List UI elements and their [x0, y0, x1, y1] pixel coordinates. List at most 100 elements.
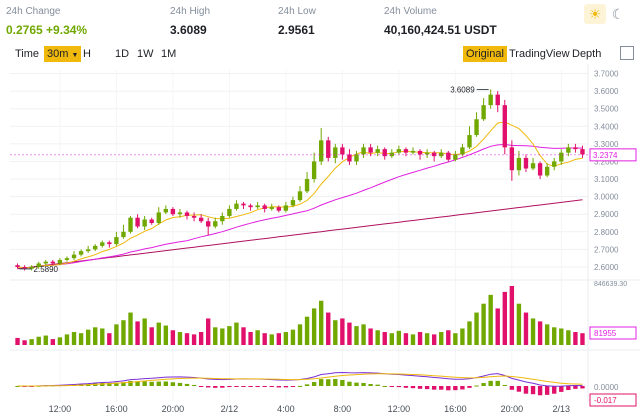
macd-histogram-bar: [403, 386, 409, 388]
macd-histogram-bar: [156, 381, 161, 386]
macd-histogram-bar: [290, 386, 296, 387]
candle-down: [573, 147, 578, 150]
stat-24h-change: 24h Change 0.2765 +9.34%: [6, 6, 87, 37]
macd-histogram-bar: [523, 386, 529, 394]
time-tick-label: 12:00: [388, 404, 411, 414]
macd-histogram-bar: [502, 384, 507, 386]
volume-bar: [424, 333, 430, 345]
macd-histogram-bar: [177, 382, 183, 386]
candle-up: [128, 217, 133, 232]
candle-up: [93, 245, 98, 250]
volume-ma-tag: [589, 326, 637, 340]
macd-histogram-bar: [340, 379, 345, 386]
candle-down: [509, 147, 515, 171]
candle-down: [523, 157, 529, 169]
volume-bar: [170, 330, 176, 345]
volume-bar: [523, 312, 529, 345]
macd-zero-label: 0.0000: [594, 383, 619, 392]
volume-bar: [396, 330, 402, 345]
price-tick-label: 3.7000: [594, 70, 619, 79]
price-tick-label: 3.1000: [594, 175, 619, 184]
macd-histogram-bar: [114, 382, 119, 386]
volume-bar: [184, 333, 190, 345]
macd-histogram-bar: [326, 379, 331, 386]
volume-bar: [198, 332, 204, 345]
view-tradingview[interactable]: TradingView: [509, 48, 570, 60]
volume-bar: [509, 286, 515, 345]
market-stats-bar: 24h Change 0.2765 +9.34% 24h High 3.6089…: [0, 0, 640, 42]
volume-bar: [241, 327, 246, 345]
candlestick-chart-svg[interactable]: 3.7000 3.6000 3.5000 3.4000 3.3000 3.2000 3.10…: [10, 64, 640, 415]
candle-up: [78, 251, 84, 255]
volume-bar: [234, 322, 239, 345]
volume-bar: [354, 326, 359, 345]
candle-up: [439, 152, 444, 157]
stat-label: 24h High: [170, 6, 211, 17]
change-value: 0.2765: [6, 23, 43, 37]
volume-bar: [439, 332, 444, 345]
view-depth[interactable]: Depth: [572, 48, 602, 60]
volume-bar: [248, 332, 253, 345]
candle-down: [191, 215, 197, 218]
macd-histogram-bar: [262, 386, 267, 387]
ma-long-line: [17, 199, 583, 270]
moon-icon[interactable]: ☾: [611, 5, 625, 22]
macd-histogram-bar: [566, 386, 571, 391]
candle-down: [368, 147, 373, 153]
volume-bar: [43, 335, 48, 345]
candle-up: [297, 191, 303, 201]
candle-up: [85, 249, 91, 252]
macd-histogram-bar: [191, 384, 197, 386]
macd-histogram-bar: [375, 384, 380, 386]
interval-1d[interactable]: 1D: [115, 48, 130, 60]
expand-icon[interactable]: [620, 46, 634, 60]
volume-bar: [361, 324, 366, 345]
interval-1w[interactable]: 1W: [137, 48, 154, 60]
candle-down: [502, 105, 507, 148]
volume-bar: [347, 322, 352, 345]
candle-up: [544, 166, 550, 176]
candle-down: [149, 219, 154, 223]
candle-up: [163, 208, 169, 213]
price-tick-label: 3.5000: [594, 105, 619, 114]
volume-bar: [276, 333, 282, 345]
candle-up: [488, 94, 493, 106]
interval-h[interactable]: H: [83, 48, 91, 60]
volume-bar: [36, 336, 41, 345]
view-original[interactable]: Original: [463, 46, 507, 62]
candle-up: [255, 205, 260, 208]
volume-bar: [191, 334, 197, 345]
volume-bar: [22, 340, 27, 345]
volume-bar: [255, 330, 260, 345]
high-marker-label: 3.6089: [450, 86, 475, 95]
macd-histogram-bar: [198, 386, 204, 387]
macd-histogram-bar: [227, 386, 232, 388]
volume-bar: [93, 327, 98, 345]
time-tick-label: 20:00: [501, 404, 524, 414]
price-chart[interactable]: 3.7000 3.6000 3.5000 3.4000 3.3000 3.2000 3.10…: [10, 64, 640, 415]
candle-up: [269, 207, 274, 209]
interval-dropdown[interactable]: 30m ▼: [44, 46, 82, 62]
time-tick-label: 16:00: [105, 404, 128, 414]
time-label[interactable]: Time: [15, 48, 40, 60]
volume-bar: [474, 312, 479, 345]
time-tick-label: 16:00: [444, 404, 467, 414]
macd-histogram-bar: [170, 382, 176, 386]
sun-icon[interactable]: ☀: [584, 4, 606, 24]
macd-value-tag: [589, 393, 637, 407]
candle-up: [410, 150, 416, 153]
volume-bar: [410, 334, 416, 345]
volume-bar: [502, 291, 507, 345]
volume-bar: [481, 303, 486, 345]
volume-bar: [71, 332, 77, 345]
volume-bar: [149, 327, 154, 345]
volume-bar: [389, 333, 394, 345]
macd-histogram-bar: [516, 386, 522, 392]
macd-histogram-bar: [248, 386, 253, 387]
interval-1m[interactable]: 1M: [161, 48, 177, 60]
candle-up: [57, 259, 63, 264]
time-tick-label: 12:00: [49, 404, 72, 414]
candle-down: [206, 221, 211, 227]
time-tick-label: 4:00: [277, 404, 295, 414]
candle-up: [290, 200, 296, 206]
